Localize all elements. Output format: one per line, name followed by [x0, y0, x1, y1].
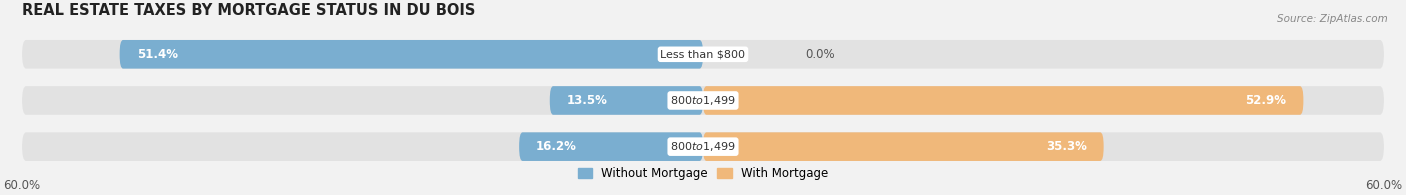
- FancyBboxPatch shape: [22, 40, 1384, 69]
- Text: Source: ZipAtlas.com: Source: ZipAtlas.com: [1277, 14, 1388, 24]
- Text: 13.5%: 13.5%: [567, 94, 607, 107]
- Text: 16.2%: 16.2%: [536, 140, 576, 153]
- Text: REAL ESTATE TAXES BY MORTGAGE STATUS IN DU BOIS: REAL ESTATE TAXES BY MORTGAGE STATUS IN …: [22, 4, 475, 19]
- FancyBboxPatch shape: [120, 40, 703, 69]
- Legend: Without Mortgage, With Mortgage: Without Mortgage, With Mortgage: [578, 167, 828, 180]
- FancyBboxPatch shape: [703, 86, 1303, 115]
- Text: $800 to $1,499: $800 to $1,499: [671, 140, 735, 153]
- FancyBboxPatch shape: [550, 86, 703, 115]
- Text: 52.9%: 52.9%: [1246, 94, 1286, 107]
- Text: 0.0%: 0.0%: [806, 48, 835, 61]
- Text: 51.4%: 51.4%: [136, 48, 177, 61]
- Text: Less than $800: Less than $800: [661, 49, 745, 59]
- FancyBboxPatch shape: [22, 86, 1384, 115]
- Text: $800 to $1,499: $800 to $1,499: [671, 94, 735, 107]
- FancyBboxPatch shape: [703, 132, 1104, 161]
- Text: 35.3%: 35.3%: [1046, 140, 1087, 153]
- FancyBboxPatch shape: [22, 132, 1384, 161]
- FancyBboxPatch shape: [519, 132, 703, 161]
